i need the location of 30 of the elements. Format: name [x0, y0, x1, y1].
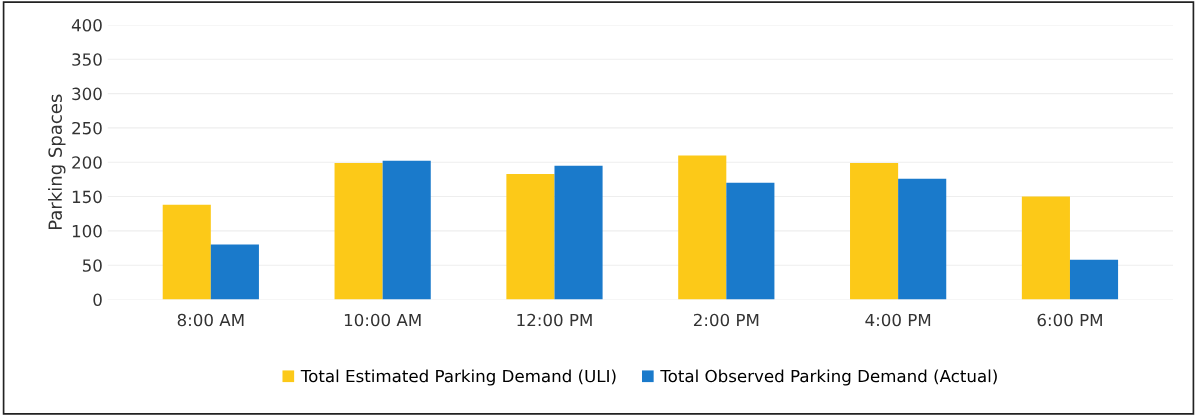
- y-tick-label: 100: [72, 224, 102, 238]
- bar: [554, 165, 603, 300]
- bar: [678, 155, 727, 300]
- legend-label: Total Observed Parking Demand (Actual): [660, 369, 997, 386]
- y-tick-label: 350: [72, 53, 102, 66]
- bar: [382, 160, 431, 300]
- bar: [726, 182, 775, 300]
- y-axis-title: Parking Spaces: [48, 94, 66, 230]
- x-tick-label: 10:00 AM: [344, 313, 421, 327]
- bar: [334, 162, 383, 300]
- x-tick-label: 4:00 PM: [865, 313, 931, 327]
- bar: [210, 244, 259, 300]
- bar: [162, 204, 211, 300]
- y-tick-label: 400: [71, 18, 102, 32]
- bar: [1021, 196, 1070, 300]
- x-tick-label: 8:00 AM: [177, 313, 244, 327]
- y-tick-label: 150: [72, 190, 102, 204]
- bar: [1069, 259, 1119, 300]
- y-tick-label: 300: [72, 87, 102, 101]
- y-tick-label: 0: [93, 293, 102, 307]
- y-tick-label: 200: [72, 156, 102, 169]
- y-tick-label: 50: [82, 259, 102, 272]
- bar: [506, 173, 555, 300]
- legend-label: Total Estimated Parking Demand (ULI): [300, 369, 616, 386]
- y-tick-label: 250: [72, 121, 102, 135]
- x-tick-label: 6:00 PM: [1037, 313, 1102, 327]
- x-tick-label: 12:00 PM: [517, 313, 592, 327]
- bar: [898, 178, 947, 300]
- x-tick-label: 2:00 PM: [693, 313, 759, 327]
- bar: [850, 162, 899, 300]
